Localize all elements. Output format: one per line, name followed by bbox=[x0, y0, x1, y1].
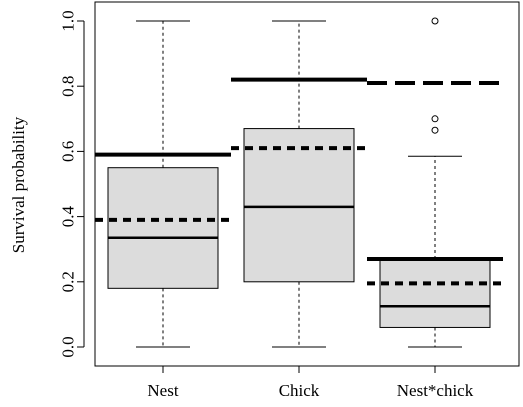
box-group bbox=[379, 17, 491, 348]
outlier-point bbox=[431, 115, 439, 123]
box-iqr bbox=[243, 128, 355, 283]
box-group bbox=[107, 20, 219, 348]
y-tick-label: 0.8 bbox=[59, 76, 78, 97]
x-tick-label: Nest*chick bbox=[397, 381, 474, 400]
y-axis: 0.0 0.2 0.4 0.6 0.8 1.0 bbox=[59, 10, 85, 358]
y-tick-label: 0.4 bbox=[59, 205, 78, 227]
x-axis: Nest Chick Nest*chick bbox=[147, 365, 474, 400]
y-axis-title: Survival probability bbox=[9, 116, 28, 253]
outlier-point bbox=[431, 126, 439, 134]
outlier-point bbox=[431, 17, 439, 25]
x-tick-label: Nest bbox=[147, 381, 178, 400]
y-tick-label: 0.0 bbox=[59, 336, 78, 357]
x-tick-label: Chick bbox=[279, 381, 320, 400]
box-iqr bbox=[107, 167, 219, 289]
y-tick-label: 0.2 bbox=[59, 271, 78, 292]
box-iqr bbox=[379, 258, 491, 328]
boxes-layer bbox=[107, 17, 491, 348]
y-tick-label: 1.0 bbox=[59, 10, 78, 31]
y-tick-label: 0.6 bbox=[59, 141, 78, 162]
box-group bbox=[243, 20, 355, 348]
reference-lines-layer bbox=[95, 77, 503, 286]
